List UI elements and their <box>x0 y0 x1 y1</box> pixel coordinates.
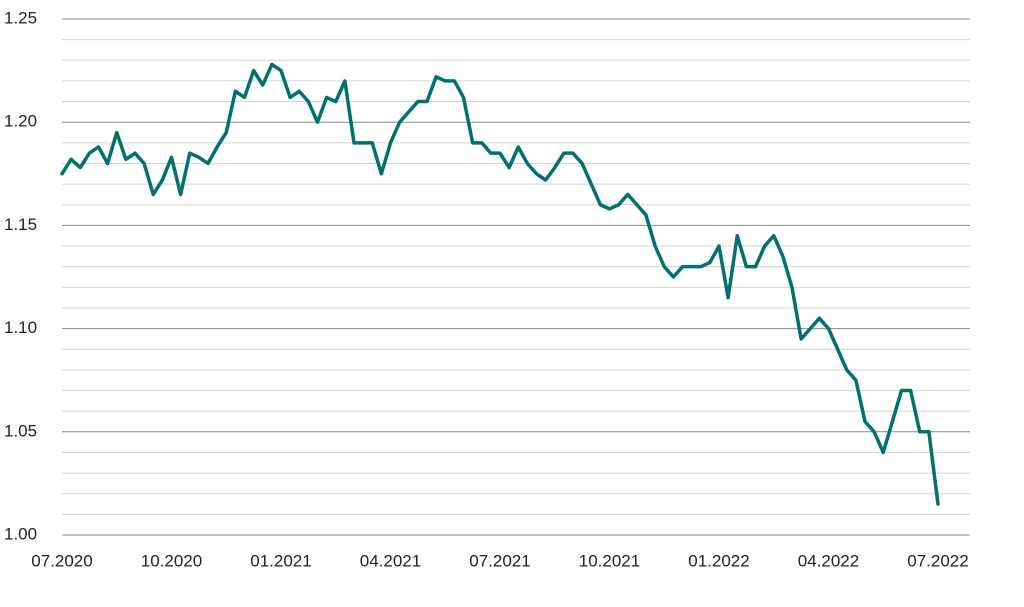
y-tick-label: 1.05 <box>4 421 37 440</box>
x-tick-label: 01.2022 <box>688 551 749 570</box>
y-tick-label: 1.20 <box>4 112 37 131</box>
x-tick-label: 04.2021 <box>360 551 421 570</box>
x-tick-label: 10.2021 <box>579 551 640 570</box>
y-tick-label: 1.15 <box>4 215 37 234</box>
y-tick-label: 1.25 <box>4 8 37 27</box>
x-tick-label: 10.2020 <box>141 551 202 570</box>
x-tick-label: 07.2020 <box>31 551 92 570</box>
price-line <box>60 62 940 506</box>
y-tick-label: 1.00 <box>4 524 37 543</box>
x-tick-label: 07.2022 <box>907 551 968 570</box>
x-tick-label: 07.2021 <box>469 551 530 570</box>
x-tick-label: 01.2021 <box>250 551 311 570</box>
x-tick-label: 04.2022 <box>798 551 859 570</box>
y-tick-label: 1.10 <box>4 318 37 337</box>
